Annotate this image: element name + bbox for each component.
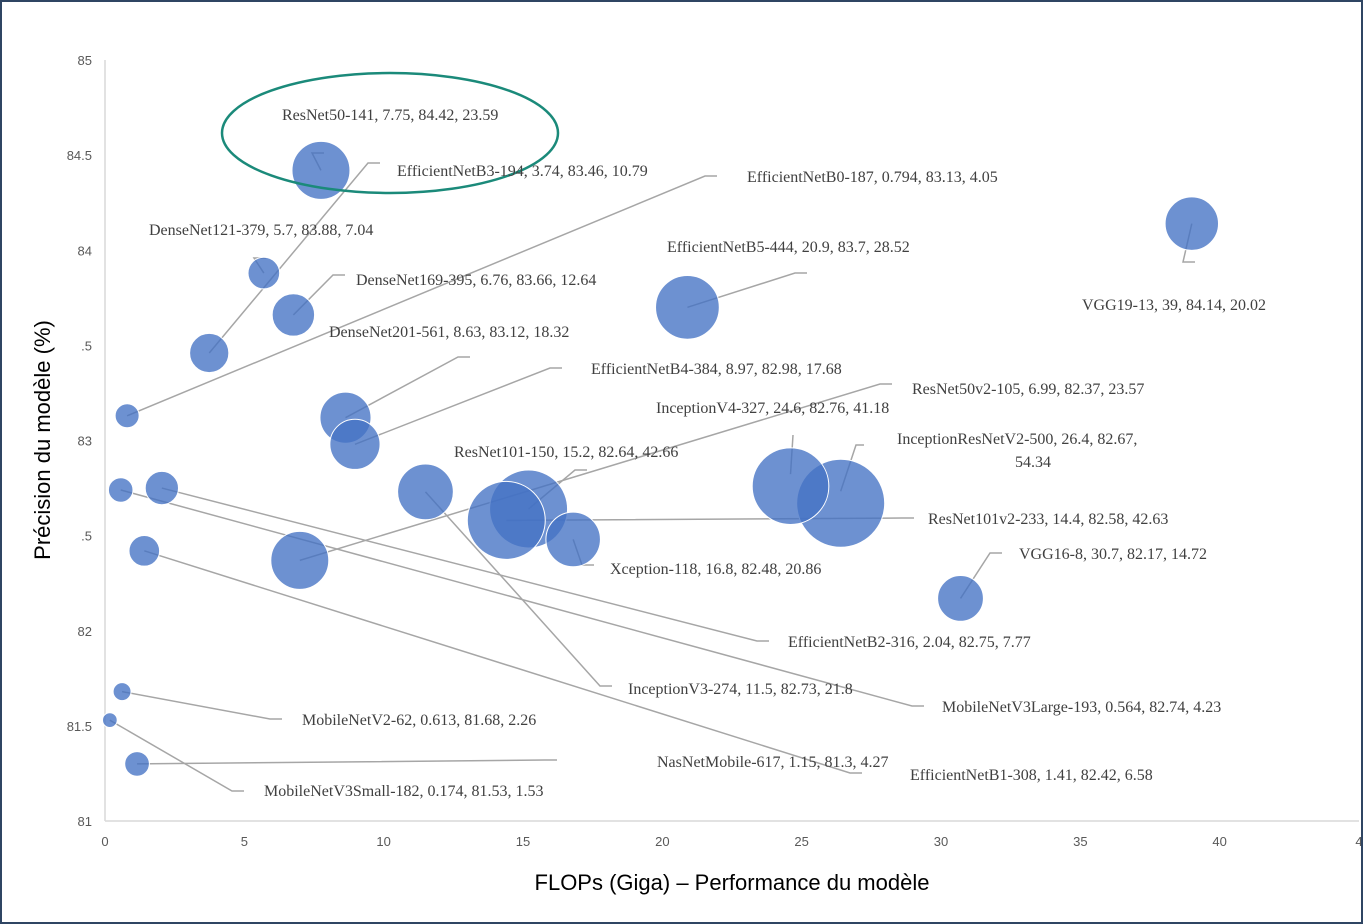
y-tick-label: 81.5	[67, 719, 92, 734]
leader-line	[354, 367, 562, 446]
x-tick-label: 25	[794, 834, 808, 849]
point-label: ResNet101v2-233, 14.4, 82.58, 42.63	[928, 511, 1168, 528]
y-axis-title: Précision du modèle (%)	[30, 320, 55, 560]
leader-line	[161, 487, 769, 642]
x-tick-label: 4	[1355, 834, 1362, 849]
point-label: EfficientNetB5-444, 20.9, 83.7, 28.52	[667, 239, 910, 256]
x-tick-label: 40	[1212, 834, 1226, 849]
y-axis-ticks: 81 81.5 82 .5 83 .5 84 84.5 85	[67, 53, 92, 829]
leader-line	[121, 690, 282, 720]
bubble	[655, 274, 720, 340]
point-label: DenseNet169-395, 6.76, 83.66, 12.64	[356, 272, 596, 289]
point-label: EfficientNetB3-194, 3.74, 83.46, 10.79	[397, 163, 648, 180]
leader-line	[109, 719, 244, 792]
y-tick-label: 82	[78, 624, 92, 639]
bubble	[247, 256, 281, 290]
bubble	[397, 463, 454, 521]
leader-line	[687, 272, 807, 309]
point-label: EfficientNetB4-384, 8.97, 82.98, 17.68	[591, 361, 842, 378]
highlight-ellipse	[220, 71, 560, 195]
bubble	[329, 418, 381, 470]
bubble	[1164, 196, 1220, 251]
point-label: MobileNetV3Small-182, 0.174, 81.53, 1.53	[264, 783, 544, 800]
x-tick-label: 10	[376, 834, 390, 849]
x-tick-label: 20	[655, 834, 669, 849]
point-label: ResNet101-150, 15.2, 82.64, 42.66	[454, 444, 678, 461]
leader-line	[345, 356, 470, 419]
point-label: VGG19-13, 39, 84.14, 20.02	[1082, 297, 1266, 314]
point-label: DenseNet201-561, 8.63, 83.12, 18.32	[329, 324, 569, 341]
point-label: NasNetMobile-617, 1.15, 81.3, 4.27	[657, 754, 889, 771]
point-label: ResNet50-141, 7.75, 84.42, 23.59	[282, 107, 498, 124]
bubble	[112, 682, 132, 702]
x-tick-label: 15	[516, 834, 530, 849]
y-tick-label: 85	[78, 53, 92, 68]
point-label: InceptionV4-327, 24.6, 82.76, 41.18	[656, 400, 889, 417]
bubble	[270, 530, 330, 590]
bubble	[937, 575, 984, 622]
point-label: InceptionV3-274, 11.5, 82.73, 21.8	[628, 681, 853, 698]
x-tick-label: 0	[101, 834, 108, 849]
bubble	[545, 511, 601, 568]
leader-line	[506, 517, 914, 522]
bubble	[466, 480, 546, 560]
bubble	[189, 332, 230, 374]
bubble	[751, 447, 830, 525]
leader-line	[208, 162, 380, 354]
x-tick-label: 5	[241, 834, 248, 849]
bubble	[144, 470, 179, 506]
bubble	[101, 712, 118, 729]
y-tick-label: 84.5	[67, 148, 92, 163]
bubbles	[101, 140, 1220, 777]
point-label: Xception-118, 16.8, 82.48, 20.86	[610, 561, 821, 578]
point-label: ResNet50v2-105, 6.99, 82.37, 23.57	[912, 381, 1144, 398]
bubble	[114, 403, 140, 429]
x-axis-ticks: 0 5 10 15 20 25 30 35 40 4	[101, 834, 1362, 849]
point-label: EfficientNetB1-308, 1.41, 82.42, 6.58	[910, 767, 1153, 784]
y-tick-label: 84	[78, 243, 92, 258]
leader-line	[120, 489, 924, 707]
bubble	[271, 293, 316, 337]
point-label: MobileNetV3Large-193, 0.564, 82.74, 4.23	[942, 699, 1221, 716]
point-label: InceptionResNetV2-500, 26.4, 82.67,	[897, 431, 1137, 448]
leader-line	[137, 759, 557, 765]
point-label: EfficientNetB0-187, 0.794, 83.13, 4.05	[747, 169, 998, 186]
y-tick-label: 81	[78, 814, 92, 829]
leader-line	[144, 550, 862, 774]
point-label: VGG16-8, 30.7, 82.17, 14.72	[1019, 546, 1207, 563]
y-tick-label: .5	[81, 338, 92, 353]
point-label-continuation: 54.34	[1015, 454, 1051, 471]
leader-line	[126, 175, 717, 417]
x-tick-label: 30	[934, 834, 948, 849]
bubble	[124, 751, 150, 777]
leader-line	[424, 491, 612, 687]
y-tick-label: 83	[78, 434, 92, 449]
point-label: MobileNetV2-62, 0.613, 81.68, 2.26	[302, 712, 536, 729]
point-label: DenseNet121-379, 5.7, 83.88, 7.04	[149, 222, 373, 239]
y-tick-label: .5	[81, 529, 92, 544]
x-axis-title: FLOPs (Giga) – Performance du modèle	[535, 870, 930, 895]
point-label: EfficientNetB2-316, 2.04, 82.75, 7.77	[788, 634, 1031, 651]
point-labels: ResNet50-141, 7.75, 84.42, 23.59 Efficien…	[149, 107, 1266, 800]
bubble	[128, 535, 161, 567]
x-tick-label: 35	[1073, 834, 1087, 849]
bubble	[107, 477, 134, 503]
